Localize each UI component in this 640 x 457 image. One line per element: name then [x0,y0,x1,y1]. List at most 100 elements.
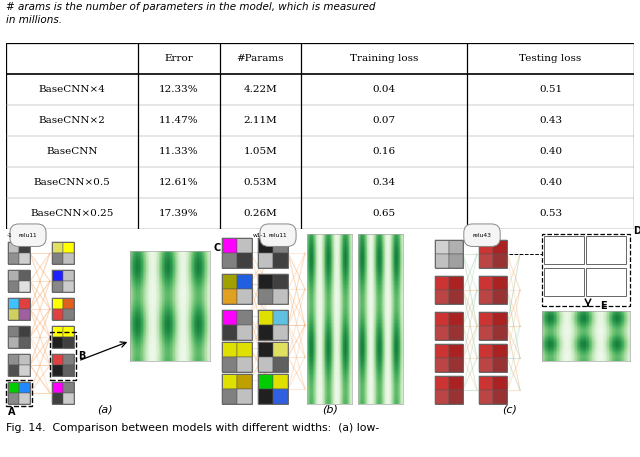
Bar [273,374,288,389]
Bar [63,281,74,292]
Bar [52,326,74,348]
Bar [479,376,493,390]
Bar [606,236,626,250]
Bar [258,274,273,289]
Text: (c): (c) [502,405,517,415]
Bar [52,309,63,320]
Bar [564,250,584,264]
Bar [449,344,463,358]
Bar [544,236,584,264]
Bar [479,254,493,268]
Bar [63,270,74,281]
Bar [479,290,493,304]
Text: 0.43: 0.43 [539,116,562,125]
Text: 0.40: 0.40 [539,147,562,156]
Bar [8,365,19,376]
Text: # arams is the number of parameters in the model, which is measured
in millions.: # arams is the number of parameters in t… [6,2,376,26]
Bar [8,281,19,292]
Bar [222,238,237,253]
Bar [564,268,584,282]
Text: 0.16: 0.16 [372,147,396,156]
Text: #Params: #Params [237,54,284,64]
Text: 11.33%: 11.33% [159,147,198,156]
Bar [52,337,63,348]
Bar [237,289,252,304]
Bar [19,365,30,376]
Bar [52,298,63,309]
Bar [52,326,63,337]
Bar [19,270,30,281]
Bar [8,298,19,309]
Bar [52,365,63,376]
Bar [8,242,30,264]
Text: C: C [213,243,220,253]
Bar [479,390,493,404]
Bar [479,276,493,290]
Bar [258,325,273,340]
Bar [449,254,463,268]
Bar [435,390,449,404]
Bar [63,337,74,348]
Bar [606,268,626,282]
Text: 0.40: 0.40 [539,178,562,187]
Bar [435,358,449,372]
Bar [273,238,288,253]
Bar [258,310,288,340]
Bar [258,238,273,253]
Bar [52,270,74,292]
Bar [63,365,74,376]
Bar [8,242,19,253]
Bar [258,374,288,404]
Bar [8,270,19,281]
Bar [222,310,237,325]
Text: -1: -1 [7,233,13,238]
Bar [258,342,273,357]
Bar [449,240,463,254]
Text: 0.53M: 0.53M [244,178,277,187]
Bar [52,242,63,253]
Bar [564,282,584,296]
Text: 11.47%: 11.47% [159,116,198,125]
Bar [258,238,288,268]
Bar [435,240,463,268]
Bar [435,344,449,358]
Bar [237,253,252,268]
Text: D: D [633,226,640,236]
Bar [63,242,74,253]
Bar [449,312,463,326]
Bar [19,354,30,365]
Bar [52,354,63,365]
Bar [493,344,507,358]
Bar [449,276,463,290]
Bar [586,268,626,296]
Bar [8,309,19,320]
Bar [479,326,493,340]
Bar [479,358,493,372]
Bar [19,326,30,337]
Bar [19,309,30,320]
Bar [493,276,507,290]
Bar [449,376,463,390]
Text: 0.26M: 0.26M [244,208,277,218]
Text: Fig. 14.  Comparison between models with different widths:  (a) low-: Fig. 14. Comparison between models with … [6,423,380,433]
Bar [19,253,30,264]
Bar [273,357,288,372]
Bar [52,281,63,292]
Text: 0.53: 0.53 [539,208,562,218]
Bar [52,382,74,404]
Bar [222,389,237,404]
Bar [63,253,74,264]
Bar [8,393,19,404]
Bar [8,354,30,376]
Bar [237,357,252,372]
Bar [586,236,626,264]
Text: relu11: relu11 [19,233,37,238]
Bar [479,240,507,268]
Bar [449,390,463,404]
Bar [273,342,288,357]
Text: E: E [600,301,607,311]
Bar [542,234,630,306]
Bar [8,270,30,292]
Bar [544,268,584,296]
Bar [586,236,606,250]
